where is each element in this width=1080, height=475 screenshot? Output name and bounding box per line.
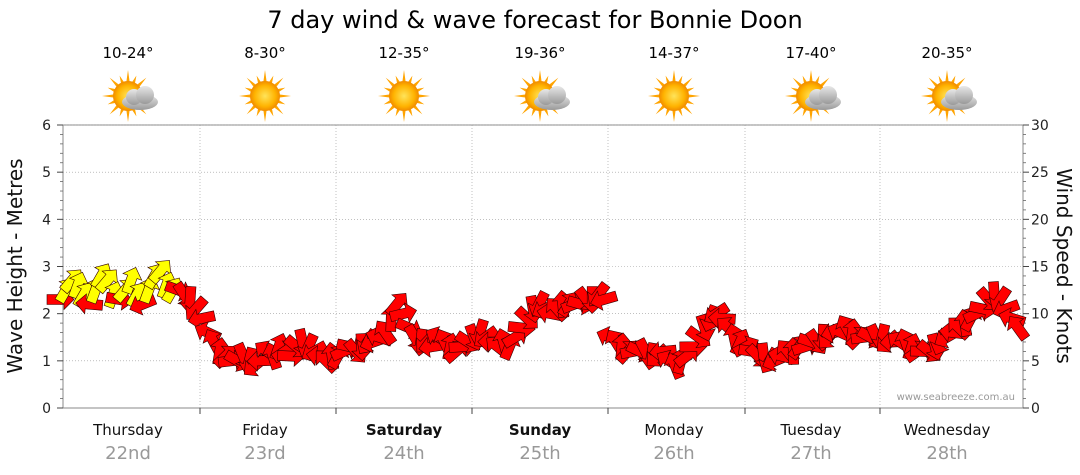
- day-labels: Thursday 22nd Friday 23rd Saturday 24th Sunday…: [92, 408, 991, 464]
- left-tick-label: 4: [42, 212, 51, 228]
- wind-arrow: [75, 293, 104, 315]
- right-tick-label: 5: [1031, 354, 1040, 370]
- left-tick-label: 2: [42, 307, 51, 323]
- right-tick-label: 10: [1031, 307, 1049, 323]
- left-tick-label: 3: [42, 260, 51, 276]
- day-date: 25th: [519, 443, 560, 464]
- sun-icon: [239, 70, 291, 122]
- wind-arrow: [388, 302, 417, 324]
- chart-title: 7 day wind & wave forecast for Bonnie Do…: [267, 6, 802, 34]
- sun-cloud-icon: [785, 70, 841, 122]
- temperature-label: 20-35°: [921, 44, 972, 62]
- temperature-label: 10-24°: [102, 44, 153, 62]
- right-axis: 0 5 10 15 20 25 30: [1023, 118, 1049, 417]
- day-name: Friday: [242, 421, 288, 439]
- day-date: 23rd: [244, 443, 285, 464]
- temperature-label: 17-40°: [785, 44, 836, 62]
- day-name: Saturday: [366, 421, 443, 439]
- wind-arrow: [94, 269, 118, 295]
- sun-icon: [648, 70, 700, 122]
- right-tick-label: 0: [1031, 401, 1040, 417]
- wind-arrow: [374, 320, 398, 347]
- temperature-label: 12-35°: [378, 44, 429, 62]
- right-tick-label: 30: [1031, 118, 1049, 134]
- day-name: Sunday: [509, 421, 572, 439]
- day-name: Monday: [644, 421, 703, 439]
- day-date: 22nd: [105, 443, 151, 464]
- wind-arrow: [590, 290, 619, 311]
- right-tick-label: 25: [1031, 165, 1049, 181]
- left-axis: 0 1 2 3 4 5 6: [42, 118, 63, 417]
- weather-icons-row: [102, 70, 977, 122]
- credit-text: www.seabreeze.com.au: [897, 392, 1015, 403]
- day-name: Tuesday: [779, 421, 841, 439]
- day-name: Wednesday: [904, 421, 991, 439]
- left-tick-label: 1: [42, 354, 51, 370]
- left-axis-label: Wave Height - Metres: [3, 158, 27, 373]
- plot-area: 0 1 2 3 4 5 6 0 5 10 15 20 25 30 www.seabreeze.com.a…: [42, 118, 1049, 417]
- sun-icon: [378, 70, 430, 122]
- sun-cloud-icon: [514, 70, 570, 122]
- left-tick-label: 5: [42, 165, 51, 181]
- day-name: Thursday: [92, 421, 163, 439]
- left-tick-label: 6: [42, 118, 51, 134]
- sun-cloud-icon: [102, 70, 158, 122]
- wind-arrows: [46, 260, 1031, 380]
- day-date: 28th: [926, 443, 967, 464]
- left-tick-label: 0: [42, 401, 51, 417]
- wind-arrow: [147, 260, 172, 285]
- wind-arrow: [121, 267, 143, 295]
- temperature-label: 19-36°: [514, 44, 565, 62]
- day-date: 26th: [653, 443, 694, 464]
- sun-cloud-icon: [921, 70, 977, 122]
- temperature-row: 10-24° 8-30° 12-35° 19-36° 14-37° 17-40° 20-35…: [102, 44, 972, 62]
- temperature-label: 14-37°: [648, 44, 699, 62]
- day-date: 27th: [790, 443, 831, 464]
- wind-arrow: [1007, 316, 1031, 342]
- right-axis-label: Wind Speed - Knots: [1052, 168, 1076, 364]
- day-date: 24th: [383, 443, 424, 464]
- right-tick-label: 15: [1031, 260, 1049, 276]
- right-tick-label: 20: [1031, 212, 1049, 228]
- temperature-label: 8-30°: [244, 44, 286, 62]
